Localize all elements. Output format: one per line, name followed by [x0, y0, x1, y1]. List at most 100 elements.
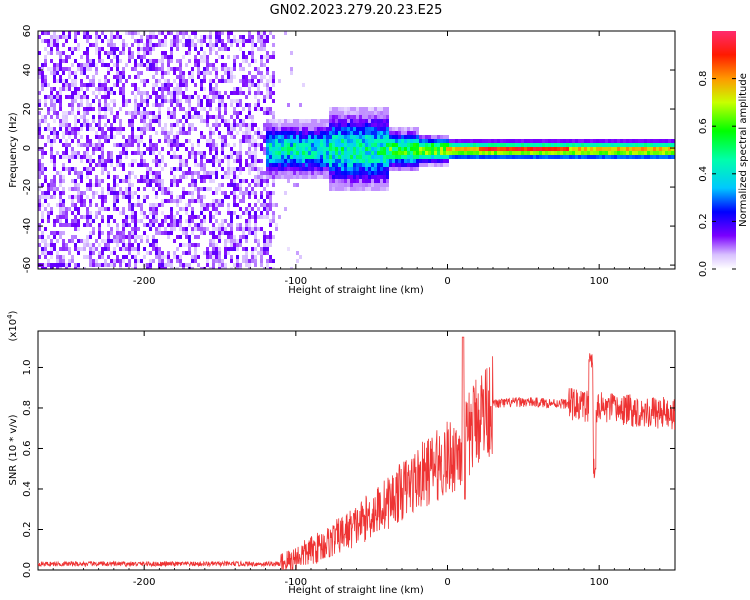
spectrogram-cell: [125, 191, 128, 195]
spectrogram-cell: [110, 263, 113, 267]
spectrogram-cell: [233, 55, 236, 59]
spectrogram-cell: [524, 155, 527, 159]
spectrogram-cell: [77, 247, 80, 251]
spectrogram-cell: [80, 195, 83, 199]
spectrogram-cell: [266, 135, 269, 139]
spectrogram-cell: [335, 135, 338, 139]
spectrogram-cell: [74, 155, 77, 159]
spectrogram-cell: [173, 155, 176, 159]
spectrogram-cell: [197, 151, 200, 155]
spectrogram-cell: [554, 139, 557, 143]
spectrogram-cell: [155, 147, 158, 151]
spectrogram-cell: [671, 143, 674, 147]
spectrogram-cell: [101, 179, 104, 183]
spectrogram-cell: [80, 95, 83, 99]
colorbar-ticks: 0.00.20.40.60.8: [698, 71, 736, 277]
spectrogram-cell: [248, 115, 251, 119]
spectrogram-cell: [179, 103, 182, 107]
spectrogram-cell: [314, 171, 317, 175]
spectrogram-cell: [263, 203, 266, 207]
spectrogram-cell: [155, 227, 158, 231]
spectrogram-cell: [53, 99, 56, 103]
spectrogram-cell: [62, 175, 65, 179]
spectrogram-cell: [584, 147, 587, 151]
spectrogram-cell: [590, 155, 593, 159]
spectrogram-cell: [332, 143, 335, 147]
spectrogram-cell: [374, 115, 377, 119]
spectrogram-cell: [233, 211, 236, 215]
spectrogram-cell: [254, 239, 257, 243]
spectrogram-cell: [356, 175, 359, 179]
spectrogram-cell: [65, 211, 68, 215]
spectrogram-cell: [227, 47, 230, 51]
spectrogram-cell: [188, 71, 191, 75]
spectrogram-cell: [206, 63, 209, 67]
spectrogram-cell: [617, 139, 620, 143]
spectrogram-cell: [347, 179, 350, 183]
spectrogram-cell: [86, 195, 89, 199]
spectrogram-cell: [188, 247, 191, 251]
y-tick-label: 0.0: [22, 562, 33, 578]
spectrogram-cell: [383, 115, 386, 119]
spectrogram-cell: [404, 143, 407, 147]
spectrogram-cell: [467, 147, 470, 151]
spectrogram-cell: [209, 39, 212, 43]
spectrogram-cell: [395, 151, 398, 155]
spectrogram-cell: [98, 115, 101, 119]
spectrogram-cell: [539, 139, 542, 143]
spectrogram-cell: [86, 63, 89, 67]
spectrogram-cell: [368, 187, 371, 191]
spectrogram-cell: [131, 203, 134, 207]
spectrogram-cell: [272, 151, 275, 155]
spectrogram-cell: [236, 187, 239, 191]
spectrogram-cell: [50, 47, 53, 51]
spectrogram-cell: [200, 163, 203, 167]
spectrogram-cell: [56, 91, 59, 95]
spectrogram-cell: [152, 215, 155, 219]
spectrogram-cell: [53, 187, 56, 191]
spectrogram-cell: [362, 171, 365, 175]
spectrogram-cell: [113, 247, 116, 251]
spectrogram-cell: [323, 155, 326, 159]
spectrogram-cell: [374, 143, 377, 147]
spectrogram-cell: [98, 231, 101, 235]
spectrogram-cell: [119, 179, 122, 183]
spectrogram-cell: [452, 139, 455, 143]
spectrogram-cell: [359, 139, 362, 143]
spectrogram-cell: [80, 103, 83, 107]
spectrogram-cell: [206, 203, 209, 207]
spectrogram-cell: [116, 115, 119, 119]
spectrogram-cell: [266, 239, 269, 243]
spectrogram-cell: [182, 187, 185, 191]
spectrogram-cell: [164, 95, 167, 99]
spectrogram-cell: [197, 175, 200, 179]
spectrogram-cell: [299, 139, 302, 143]
spectrogram-cell: [146, 235, 149, 239]
spectrogram-cell: [164, 191, 167, 195]
spectrogram-cell: [581, 155, 584, 159]
spectrogram-cell: [233, 91, 236, 95]
spectrogram-cell: [485, 155, 488, 159]
spectrogram-cell: [95, 179, 98, 183]
spectrogram-cell: [530, 155, 533, 159]
spectrogram-cell: [50, 39, 53, 43]
spectrogram-cell: [119, 75, 122, 79]
spectrogram-cell: [167, 187, 170, 191]
spectrogram-cell: [71, 199, 74, 203]
spectrogram-cell: [293, 155, 296, 159]
spectrogram-cell: [494, 143, 497, 147]
spectrogram-cell: [41, 119, 44, 123]
spectrogram-cell: [56, 259, 59, 263]
spectrogram-cell: [155, 251, 158, 255]
spectrogram-cell: [581, 147, 584, 151]
spectrogram-cell: [233, 59, 236, 63]
spectrogram-cell: [194, 255, 197, 259]
spectrogram-cell: [212, 123, 215, 127]
spectrogram-cell: [107, 187, 110, 191]
spectrogram-cell: [497, 139, 500, 143]
spectrogram-cell: [533, 143, 536, 147]
spectrogram-cell: [344, 175, 347, 179]
spectrogram-cell: [152, 115, 155, 119]
spectrogram-cell: [95, 263, 98, 267]
spectrogram-cell: [395, 159, 398, 163]
